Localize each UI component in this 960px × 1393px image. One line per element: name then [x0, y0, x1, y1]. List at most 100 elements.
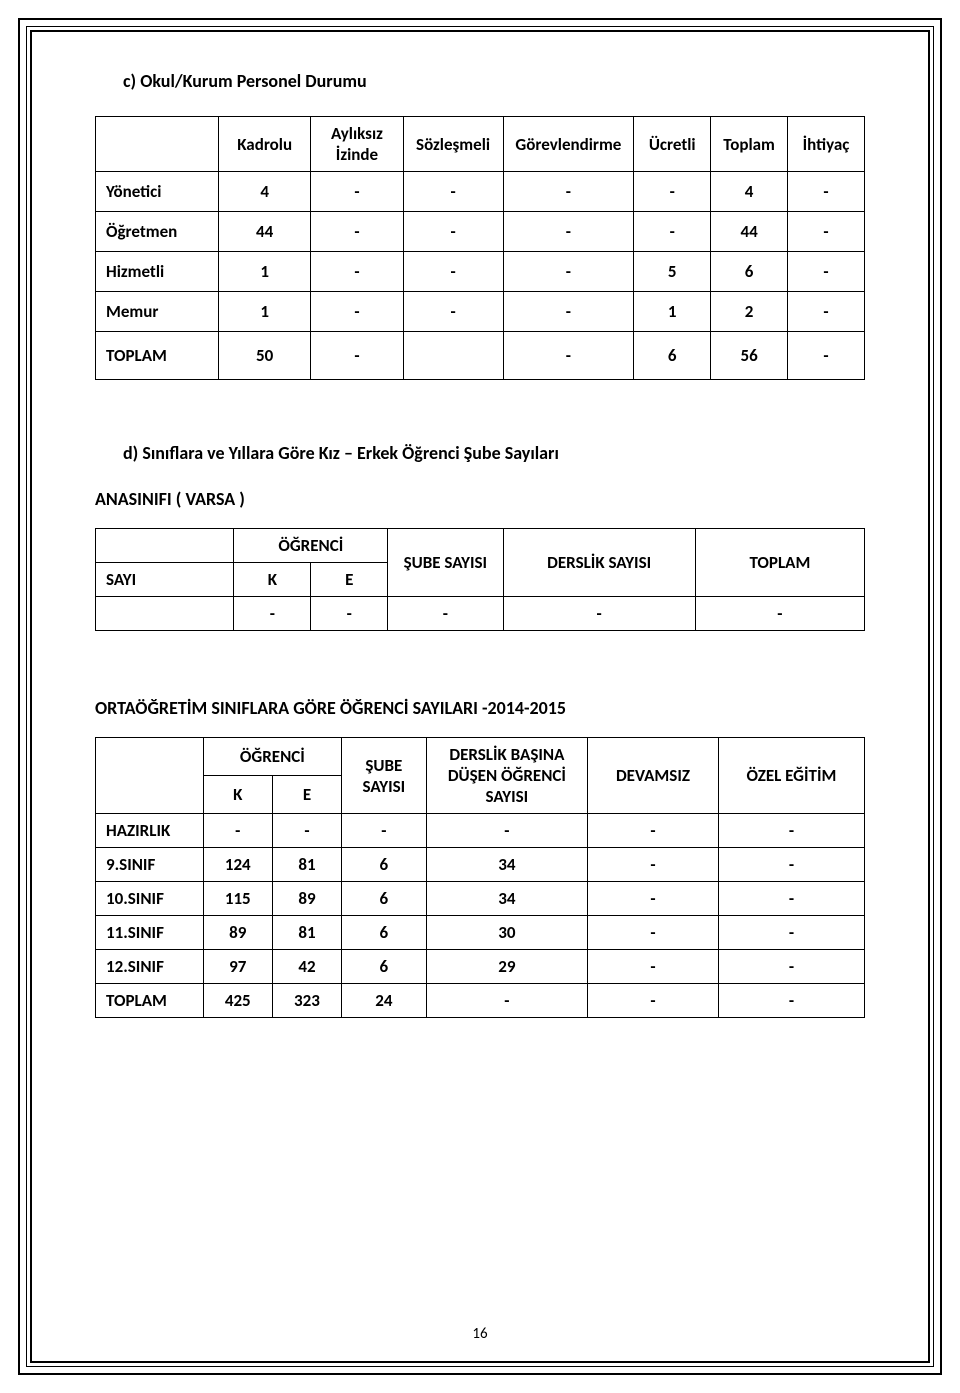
table-row: Memur 1 - - - 1 2 -	[96, 292, 865, 332]
cell: 81	[272, 916, 341, 950]
cell: 42	[272, 950, 341, 984]
cell: -	[311, 172, 403, 212]
cell: -	[718, 950, 864, 984]
section-c-title: c) Okul/Kurum Personel Durumu	[123, 70, 865, 92]
cell: -	[311, 597, 388, 631]
cell: -	[718, 916, 864, 950]
cell: 6	[342, 848, 427, 882]
page-content: c) Okul/Kurum Personel Durumu Kadrolu Ay…	[95, 70, 865, 1018]
header-cell	[96, 117, 219, 172]
cell: 6	[342, 950, 427, 984]
header-cell: Kadrolu	[219, 117, 311, 172]
header-cell: DERSLİK BAŞINA DÜŞEN ÖĞRENCİ SAYISI	[426, 738, 587, 814]
header-cell: ÖĞRENCİ	[234, 529, 388, 563]
cell: -	[388, 597, 503, 631]
cell: -	[403, 252, 503, 292]
page-number: 16	[0, 1325, 960, 1343]
header-cell: Sözleşmeli	[403, 117, 503, 172]
cell: -	[588, 814, 719, 848]
header-cell	[96, 529, 234, 563]
header-cell: İhtiyaç	[788, 117, 865, 172]
cell: -	[718, 984, 864, 1018]
header-cell: E	[272, 776, 341, 814]
cell: 2	[711, 292, 788, 332]
header-cell: Ücretli	[634, 117, 711, 172]
cell: -	[634, 172, 711, 212]
cell: 115	[203, 882, 272, 916]
row-label: TOPLAM	[96, 332, 219, 380]
cell: -	[503, 212, 634, 252]
cell: 29	[426, 950, 587, 984]
cell: 89	[272, 882, 341, 916]
cell: -	[403, 172, 503, 212]
header-cell: E	[311, 563, 388, 597]
personnel-table: Kadrolu Aylıksız İzinde Sözleşmeli Görev…	[95, 116, 865, 380]
cell: -	[788, 212, 865, 252]
cell	[403, 332, 503, 380]
cell: -	[588, 984, 719, 1018]
anasinifi-label: ANASINIFI ( VARSA )	[95, 488, 865, 510]
cell: -	[272, 814, 341, 848]
cell: -	[788, 252, 865, 292]
cell: -	[588, 848, 719, 882]
cell: 1	[634, 292, 711, 332]
row-label: 12.SINIF	[96, 950, 204, 984]
cell: 50	[219, 332, 311, 380]
table-row: Yönetici 4 - - - - 4 -	[96, 172, 865, 212]
cell: 1	[219, 292, 311, 332]
row-label: 10.SINIF	[96, 882, 204, 916]
cell: 30	[426, 916, 587, 950]
cell: 6	[634, 332, 711, 380]
row-label: Yönetici	[96, 172, 219, 212]
cell: -	[588, 950, 719, 984]
cell: 24	[342, 984, 427, 1018]
cell: 44	[711, 212, 788, 252]
cell: 6	[342, 882, 427, 916]
table-row: 11.SINIF 89 81 6 30 - -	[96, 916, 865, 950]
row-label: HAZIRLIK	[96, 814, 204, 848]
cell: 97	[203, 950, 272, 984]
table-header-row: Kadrolu Aylıksız İzinde Sözleşmeli Görev…	[96, 117, 865, 172]
row-label: 9.SINIF	[96, 848, 204, 882]
cell: -	[311, 212, 403, 252]
cell: -	[503, 597, 695, 631]
row-label: Öğretmen	[96, 212, 219, 252]
table-header-row: ÖĞRENCİ ŞUBE SAYISI DERSLİK BAŞINA DÜŞEN…	[96, 738, 865, 776]
cell: 56	[711, 332, 788, 380]
cell: -	[503, 292, 634, 332]
cell: 1	[219, 252, 311, 292]
cell: -	[503, 172, 634, 212]
header-cell: TOPLAM	[695, 529, 864, 597]
cell: -	[403, 292, 503, 332]
header-cell: ŞUBE SAYISI	[388, 529, 503, 597]
cell: 44	[219, 212, 311, 252]
table-row: 12.SINIF 97 42 6 29 - -	[96, 950, 865, 984]
cell: -	[718, 882, 864, 916]
table-row-total: TOPLAM 425 323 24 - - -	[96, 984, 865, 1018]
header-cell: Toplam	[711, 117, 788, 172]
cell: 5	[634, 252, 711, 292]
header-cell: K	[203, 776, 272, 814]
cell: 34	[426, 882, 587, 916]
ortaogretim-table: ÖĞRENCİ ŞUBE SAYISI DERSLİK BAŞINA DÜŞEN…	[95, 737, 865, 1018]
cell: 6	[711, 252, 788, 292]
cell: -	[788, 292, 865, 332]
cell: -	[311, 292, 403, 332]
cell: -	[788, 172, 865, 212]
cell: -	[503, 252, 634, 292]
row-label: SAYI	[96, 563, 234, 597]
cell: 34	[426, 848, 587, 882]
header-cell: ŞUBE SAYISI	[342, 738, 427, 814]
anasinifi-table: ÖĞRENCİ ŞUBE SAYISI DERSLİK SAYISI TOPLA…	[95, 528, 865, 631]
cell: -	[588, 882, 719, 916]
row-label: Memur	[96, 292, 219, 332]
cell: 323	[272, 984, 341, 1018]
cell: 4	[219, 172, 311, 212]
header-cell: DERSLİK SAYISI	[503, 529, 695, 597]
cell: 81	[272, 848, 341, 882]
header-cell: K	[234, 563, 311, 597]
cell: -	[695, 597, 864, 631]
cell: -	[403, 212, 503, 252]
cell: -	[311, 332, 403, 380]
cell: -	[503, 332, 634, 380]
